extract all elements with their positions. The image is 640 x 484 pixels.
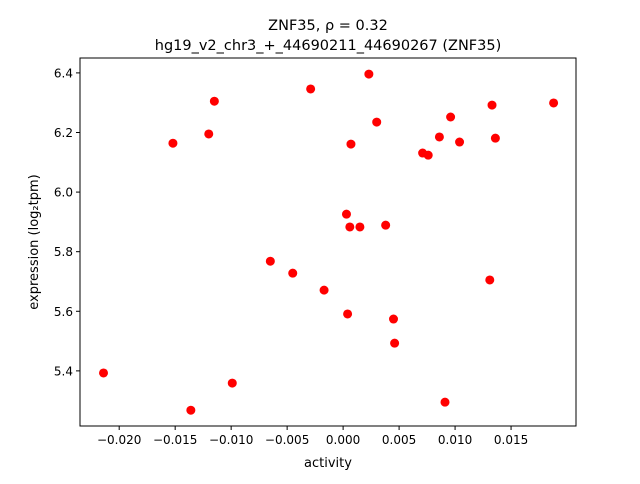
data-point [485, 275, 495, 285]
x-tick-label: 0.010 [438, 433, 472, 447]
chart-title-line1: ZNF35, ρ = 0.32 [268, 18, 388, 34]
data-point [364, 69, 374, 79]
y-axis-label: expression (log₂tpm) [27, 174, 42, 309]
x-axis: −0.020 −0.015 −0.010 −0.005 0.000 0.005 0.010 0… [97, 426, 528, 447]
data-points [99, 69, 559, 415]
data-point [423, 150, 433, 160]
x-tick-label: −0.010 [209, 433, 253, 447]
x-tick-label: −0.005 [265, 433, 309, 447]
data-point [209, 96, 219, 106]
x-tick-label: 0.005 [382, 433, 416, 447]
data-point [355, 222, 365, 232]
data-point [186, 405, 196, 415]
data-point [549, 98, 559, 108]
y-axis: 5.4 5.6 5.8 6.0 6.2 6.4 [54, 66, 80, 378]
y-tick-label: 5.8 [54, 245, 73, 259]
data-point [343, 309, 353, 319]
x-axis-label: activity [304, 456, 352, 471]
x-tick-label: 0.015 [494, 433, 528, 447]
data-point [446, 112, 456, 122]
data-point [388, 314, 398, 324]
data-point [490, 133, 500, 143]
y-tick-label: 5.4 [54, 364, 73, 378]
data-point [487, 100, 497, 110]
chart-title-line2: hg19_v2_chr3_+_44690211_44690267 (ZNF35) [155, 38, 502, 54]
y-tick-label: 5.6 [54, 305, 73, 319]
data-point [168, 138, 178, 148]
y-tick-label: 6.0 [54, 186, 73, 200]
x-tick-label: −0.020 [97, 433, 141, 447]
data-point [440, 397, 450, 407]
data-point [345, 222, 355, 232]
data-point [455, 137, 465, 147]
data-point [265, 256, 275, 266]
data-point [341, 209, 351, 219]
plot-frame [79, 57, 577, 427]
data-point [372, 117, 382, 127]
y-tick-label: 6.4 [54, 66, 73, 80]
data-point [306, 84, 316, 94]
data-point [381, 220, 391, 230]
x-tick-label: −0.015 [153, 433, 197, 447]
data-point [99, 368, 109, 378]
data-point [434, 132, 444, 142]
data-point [227, 378, 237, 388]
data-point [204, 129, 214, 139]
data-point [346, 139, 356, 149]
y-tick-label: 6.2 [54, 126, 73, 140]
data-point [390, 338, 400, 348]
data-point [288, 268, 298, 278]
data-point [319, 285, 329, 295]
x-tick-label: 0.000 [326, 433, 360, 447]
